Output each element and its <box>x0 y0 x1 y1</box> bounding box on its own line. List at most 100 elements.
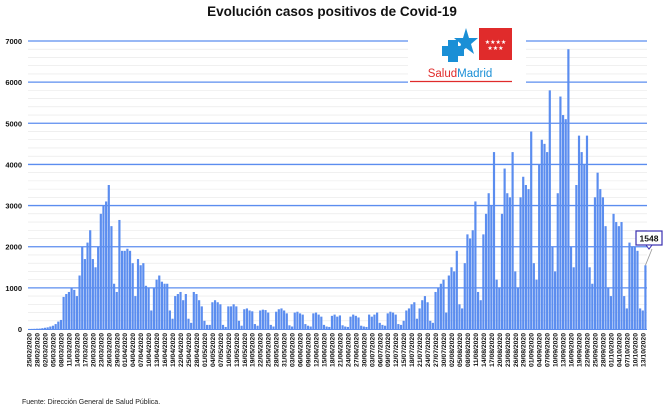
bar <box>387 313 389 329</box>
x-tick-label: 22/05/2020 <box>258 333 265 367</box>
bar <box>514 271 516 329</box>
bar <box>562 115 564 329</box>
bar <box>97 247 99 329</box>
x-tick-label: 25/09/2020 <box>592 333 599 367</box>
bar <box>134 296 136 329</box>
bar <box>493 152 495 329</box>
bar <box>538 164 540 329</box>
bar <box>344 327 346 329</box>
x-tick-label: 17/03/2020 <box>82 333 89 367</box>
bar <box>129 251 131 329</box>
bar <box>419 308 421 329</box>
bar <box>304 324 306 329</box>
bar <box>597 173 599 329</box>
bar <box>634 247 636 329</box>
bar <box>288 325 290 329</box>
bar <box>450 267 452 329</box>
bar <box>631 247 633 329</box>
y-tick-label: 6000 <box>5 78 22 87</box>
bar <box>395 315 397 329</box>
x-tick-label: 04/04/2020 <box>130 333 137 367</box>
y-tick-label: 5000 <box>5 119 22 128</box>
bar <box>310 327 312 329</box>
bar <box>527 189 529 329</box>
bar <box>458 304 460 329</box>
salud-madrid-logo: ★★★★ ★★★ SaludMadrid <box>408 24 526 84</box>
bar <box>249 310 251 329</box>
bar <box>137 259 139 329</box>
bar <box>397 324 399 329</box>
bar <box>578 136 580 329</box>
callout-leader-line <box>645 249 652 265</box>
bar <box>623 296 625 329</box>
bar <box>559 97 561 329</box>
bar <box>331 316 333 329</box>
x-tick-label: 19/05/2020 <box>250 333 257 367</box>
bar <box>512 152 514 329</box>
bar <box>214 300 216 329</box>
bar <box>636 251 638 329</box>
x-tick-label: 15/07/2020 <box>401 333 408 367</box>
bar <box>464 263 466 329</box>
x-tick-label: 14/08/2020 <box>481 333 488 367</box>
bar <box>71 288 73 329</box>
bar <box>283 310 285 329</box>
bar <box>307 326 309 329</box>
bar <box>442 280 444 329</box>
x-tick-label: 06/07/2020 <box>377 333 384 367</box>
bar <box>381 325 383 329</box>
x-tick-label: 02/08/2020 <box>449 333 456 367</box>
bar <box>586 136 588 329</box>
bar <box>148 288 150 329</box>
bar <box>405 310 407 329</box>
bar <box>373 315 375 329</box>
x-tick-label: 10/09/2020 <box>553 333 560 367</box>
x-tick-label: 04/10/2020 <box>616 333 623 367</box>
x-tick-label: 20/03/2020 <box>90 333 97 367</box>
bar <box>379 323 381 329</box>
bar <box>522 177 524 329</box>
last-value-callout: 1548 <box>636 231 662 265</box>
x-tick-label: 03/07/2020 <box>369 333 376 367</box>
bar <box>286 313 288 329</box>
x-tick-label: 16/05/2020 <box>242 333 249 367</box>
bar <box>296 312 298 329</box>
bar <box>235 306 237 329</box>
bar <box>591 284 593 329</box>
bar <box>227 306 229 329</box>
bar <box>583 164 585 329</box>
bar <box>251 311 253 329</box>
x-tick-label: 28/02/2020 <box>35 333 42 367</box>
x-tick-label: 07/10/2020 <box>624 333 631 367</box>
bar <box>246 308 248 329</box>
bar <box>485 214 487 329</box>
x-tick-label: 26/03/2020 <box>106 333 113 367</box>
bar <box>482 234 484 329</box>
bar <box>363 327 365 329</box>
bar <box>384 326 386 329</box>
bar <box>533 263 535 329</box>
x-tick-label: 28/04/2020 <box>194 333 201 367</box>
x-tick-label: 02/03/2020 <box>43 333 50 367</box>
bar <box>469 238 471 329</box>
bar <box>426 302 428 329</box>
x-tick-label: 21/06/2020 <box>337 333 344 367</box>
bar <box>432 323 434 329</box>
bar <box>142 263 144 329</box>
y-tick-label: 2000 <box>5 243 22 252</box>
bar <box>408 308 410 329</box>
x-tick-label: 13/04/2020 <box>154 333 161 367</box>
bar <box>509 197 511 329</box>
bar <box>65 294 67 329</box>
bar <box>182 300 184 329</box>
bar <box>57 322 59 329</box>
y-tick-label: 7000 <box>5 37 22 46</box>
x-tick-label: 16/09/2020 <box>569 333 576 367</box>
bar <box>302 315 304 329</box>
bar <box>217 302 219 329</box>
bar <box>355 316 357 329</box>
bar <box>126 249 128 329</box>
bar <box>575 185 577 329</box>
bar <box>254 324 256 329</box>
